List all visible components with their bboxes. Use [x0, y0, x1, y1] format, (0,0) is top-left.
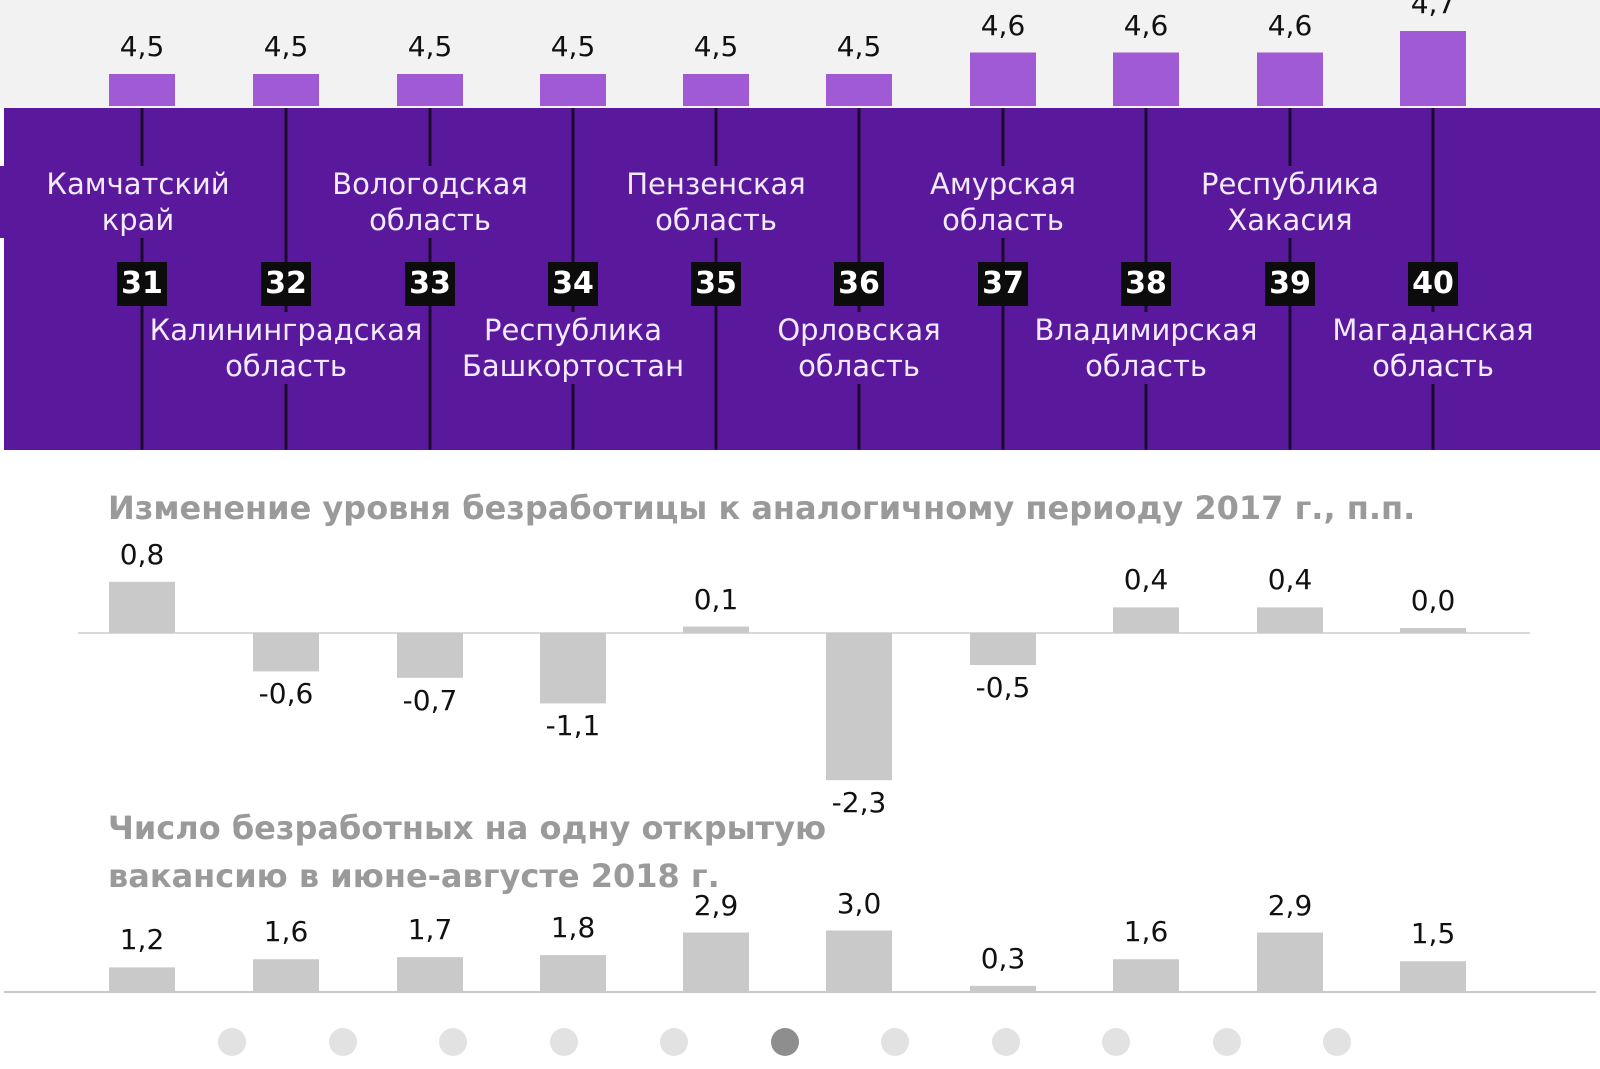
rate-value-label: 4,6 [1267, 8, 1313, 42]
vacancy-chart-title: Число безработных на одну открытую вакан… [108, 809, 827, 895]
rate-bar [826, 74, 892, 106]
rate-value-label: 4,5 [550, 30, 596, 63]
rate-bar [970, 52, 1036, 106]
vacancy-bar [683, 932, 749, 992]
vacancy-bar [109, 967, 175, 992]
change-value-label: -0,6 [258, 677, 314, 711]
vacancy-value-label: 2,9 [693, 888, 739, 922]
region-label: Амурская область [863, 166, 1143, 238]
vacancy-value-label: 1,8 [550, 911, 596, 945]
rate-value-label: 4,7 [1410, 0, 1456, 20]
change-value-label: -2,3 [831, 786, 887, 820]
change-value-label: 0,4 [1123, 563, 1169, 597]
region-label: Республика Хакасия [1150, 166, 1430, 238]
rate-value-label: 4,6 [980, 8, 1026, 42]
vacancy-bar [970, 985, 1036, 992]
vacancy-bar [1113, 959, 1179, 992]
vacancy-value-label: 3,0 [836, 886, 882, 920]
change-value-label: 0,0 [1410, 584, 1456, 617]
region-label: Владимирская область [1006, 312, 1286, 384]
rate-value-label: 4,5 [693, 30, 739, 63]
rate-value-label: 4,5 [263, 30, 309, 63]
rate-bar [253, 74, 319, 106]
change-value-label: -0,7 [402, 683, 458, 717]
pagination-dot[interactable] [881, 1028, 909, 1056]
vacancy-value-label: 1,2 [119, 923, 165, 957]
change-bar [253, 633, 319, 672]
pagination-dot[interactable] [1102, 1028, 1130, 1056]
pagination-dot[interactable] [1212, 1028, 1241, 1056]
change-bar [540, 633, 606, 704]
change-value-label: 0,8 [119, 537, 165, 571]
rate-value-label: 4,5 [836, 30, 882, 63]
change-bar [1257, 607, 1323, 633]
change-bar [826, 633, 892, 781]
vacancy-value-label: 1,6 [1123, 915, 1169, 949]
vacancy-bar [253, 959, 319, 992]
pagination-dot[interactable] [328, 1028, 357, 1056]
rank-badge: 39 [1265, 262, 1315, 306]
rate-bar [683, 74, 749, 106]
rate-bar [540, 74, 606, 106]
rank-badge: 38 [1121, 262, 1171, 306]
vacancy-value-label: 0,3 [980, 941, 1026, 975]
region-label: Калининградская область [146, 312, 426, 384]
change-chart-title: Изменение уровня безработицы к аналогичн… [108, 489, 1416, 527]
pagination-dot[interactable] [660, 1028, 688, 1056]
change-bar [109, 581, 175, 633]
region-label: Республика Башкортостан [433, 312, 713, 384]
rank-badge: 36 [834, 262, 884, 306]
rank-badge: 35 [691, 262, 741, 306]
rate-bar [1257, 52, 1323, 106]
pagination-dot[interactable] [991, 1028, 1020, 1056]
rate-bar [397, 74, 463, 106]
vacancy-value-label: 1,7 [407, 913, 453, 947]
rate-value-label: 4,5 [407, 30, 453, 63]
change-value-label: 0,4 [1267, 563, 1313, 597]
change-bar [970, 633, 1036, 665]
rank-badge: 33 [405, 262, 455, 306]
pagination-dot[interactable] [439, 1028, 467, 1056]
region-label: Вологодская область [290, 166, 570, 238]
change-bar [1400, 628, 1466, 633]
pagination-dot[interactable] [218, 1028, 246, 1056]
rate-bar [1113, 52, 1179, 106]
vacancy-bar [540, 955, 606, 992]
rate-value-label: 4,6 [1123, 8, 1169, 42]
rank-badge: 32 [261, 262, 311, 306]
change-bar [397, 633, 463, 678]
rank-badge: 40 [1408, 262, 1458, 306]
region-label: Камчатский край [0, 166, 278, 238]
vacancy-bar [1257, 932, 1323, 992]
rate-value-label: 4,5 [119, 30, 165, 63]
rate-bar [109, 74, 175, 106]
change-value-label: -0,5 [975, 671, 1031, 704]
change-bar [1113, 607, 1179, 633]
region-label: Магаданская область [1293, 312, 1573, 384]
region-label: Пензенская область [576, 166, 856, 238]
vacancy-bar [1400, 961, 1466, 992]
pagination-dot[interactable] [1323, 1028, 1351, 1056]
vacancy-value-label: 1,6 [263, 915, 309, 949]
rank-badge: 31 [117, 262, 167, 306]
region-label: Орловская область [719, 312, 999, 384]
vacancy-bar [397, 957, 463, 992]
rank-badge: 37 [978, 262, 1028, 306]
change-bar [683, 626, 749, 633]
vacancy-value-label: 1,5 [1410, 917, 1456, 951]
pagination-dot[interactable] [549, 1028, 578, 1056]
rate-bar [1400, 31, 1466, 106]
vacancy-bar [826, 930, 892, 992]
vacancy-value-label: 2,9 [1267, 888, 1313, 922]
change-value-label: 0,1 [693, 582, 739, 616]
rank-badge: 34 [548, 262, 598, 306]
pagination-dot[interactable] [770, 1028, 799, 1056]
change-value-label: -1,1 [545, 709, 601, 743]
